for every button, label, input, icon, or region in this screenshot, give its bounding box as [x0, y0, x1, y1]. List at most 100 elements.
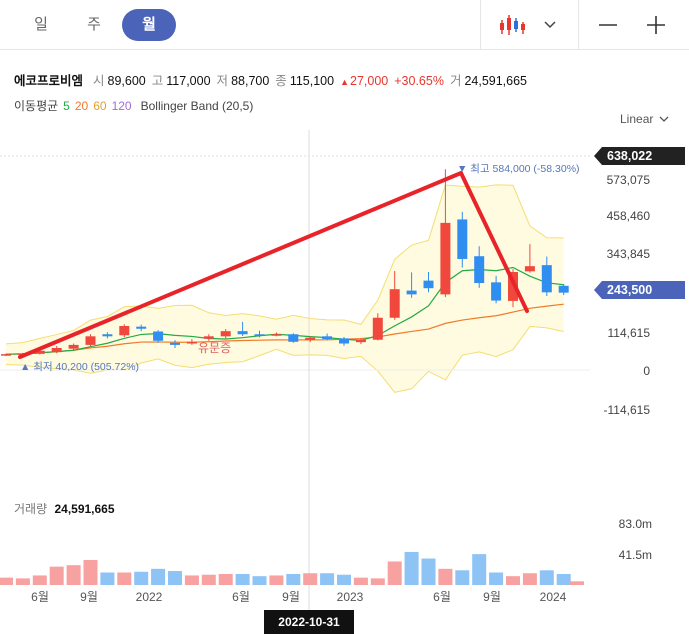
- change-value: 27,000: [350, 74, 389, 88]
- candle-body: [170, 342, 180, 345]
- volume-label: 거: [449, 74, 462, 88]
- candle-body: [406, 290, 417, 295]
- ma5-line: [5, 266, 564, 355]
- tab-week[interactable]: 주: [87, 16, 101, 33]
- ma120-label: 120: [111, 99, 132, 113]
- volume-bar: [100, 572, 115, 585]
- volume-bar: [151, 568, 166, 585]
- bollinger-lower-line: [5, 325, 564, 393]
- candle-body: [305, 337, 316, 340]
- x-axis-tick-label: 9월: [80, 590, 98, 604]
- volume-title: 거래량 24,591,665: [14, 500, 115, 517]
- volume-bar: [0, 577, 13, 585]
- ma20-label: 20: [74, 99, 89, 113]
- indicator-legend[interactable]: 이동평균 5 20 60 120 Bollinger Band (20,5): [14, 97, 258, 114]
- high-value: 117,000: [166, 74, 211, 88]
- candle-body: [68, 344, 79, 349]
- x-axis-tick-label: 2023: [337, 590, 364, 604]
- volume-bar: [353, 577, 368, 585]
- candle-body: [119, 325, 130, 336]
- current-price-badge: 243,500: [607, 283, 652, 297]
- candle-body: [1, 354, 11, 356]
- volume-bar: [15, 578, 30, 585]
- x-axis-tick-label: 9월: [282, 590, 300, 604]
- volume-bar: [32, 575, 47, 585]
- change-arrow: ▲: [340, 77, 349, 87]
- volume-bar: [66, 565, 81, 585]
- volume-bar: [455, 570, 470, 585]
- candle-body: [102, 334, 113, 337]
- change-percent: +30.65%: [394, 74, 444, 88]
- current-price-badge-bg: [594, 281, 685, 299]
- volume-bar: [117, 572, 132, 585]
- scale-label: Linear: [620, 112, 654, 126]
- minus-icon: [599, 24, 617, 26]
- x-axis-tick-label: 6월: [433, 590, 451, 604]
- plus-icon: [647, 16, 665, 34]
- volume-title-label: 거래량: [14, 502, 48, 516]
- candle-body: [186, 341, 197, 344]
- volume-bar: [539, 570, 554, 585]
- chart-type-button[interactable]: [492, 8, 532, 42]
- volume-bar: [303, 573, 318, 585]
- scale-selector[interactable]: Linear: [620, 112, 669, 126]
- candle-body: [136, 326, 147, 329]
- candle-body: [457, 219, 468, 259]
- x-axis-tick-label: 6월: [232, 590, 250, 604]
- top-toolbar: 일 주 월: [0, 0, 689, 50]
- volume-value: 24,591,665: [464, 74, 528, 88]
- volume-bar: [218, 573, 233, 585]
- high-price-badge-bg: [594, 147, 685, 165]
- volume-bar: [522, 573, 537, 585]
- bollinger-upper-line: [5, 184, 564, 345]
- candle-body: [220, 331, 231, 337]
- volume-bar: [337, 574, 351, 585]
- volume-bar: [83, 560, 98, 585]
- stock-info-bar: 에코프로비엠 시 89,600 고 117,000 저 88,700 종 115…: [14, 70, 527, 89]
- tab-day[interactable]: 일: [34, 16, 48, 33]
- toolbar-divider: [578, 0, 579, 50]
- stock-name: 에코프로비엠: [14, 74, 84, 88]
- volume-bar: [421, 558, 436, 585]
- x-axis-tick-label: 2022: [136, 590, 163, 604]
- candle-body: [322, 336, 333, 340]
- volume-bar: [269, 575, 284, 585]
- candle-body: [85, 336, 96, 345]
- x-axis-tick-label: 6월: [31, 590, 49, 604]
- candle-body: [254, 334, 265, 336]
- close-label: 종: [275, 74, 287, 88]
- candle-body: [440, 222, 451, 295]
- volume-bar: [201, 574, 216, 585]
- volume-bar: [489, 572, 504, 585]
- volume-bar: [556, 573, 571, 585]
- chevron-down-icon: [659, 116, 669, 122]
- volume-bar: [387, 561, 402, 585]
- volume-tick-label: 41.5m: [619, 548, 652, 562]
- y-axis-tick-label: 573,075: [607, 173, 651, 187]
- ma20-line: [5, 303, 564, 355]
- chevron-down-icon: [544, 21, 556, 29]
- volume-bar: [320, 573, 335, 585]
- candle-body: [203, 336, 214, 339]
- tab-month[interactable]: 월: [122, 9, 176, 41]
- low-value: 88,700: [231, 74, 270, 88]
- candle-body: [474, 256, 485, 284]
- ma60-label: 60: [93, 99, 107, 113]
- candle-body: [34, 350, 45, 354]
- zoom-out-button[interactable]: [592, 8, 624, 42]
- volume-bar: [168, 571, 182, 585]
- x-axis-tick-label: 9월: [483, 590, 501, 604]
- low-label: 저: [216, 74, 229, 88]
- close-value: 115,100: [289, 74, 335, 88]
- volume-bar: [252, 576, 267, 585]
- candle-body: [389, 289, 400, 318]
- candle-body: [558, 285, 569, 293]
- candle-body: [237, 331, 248, 335]
- volume-bar: [404, 551, 419, 585]
- candle-body: [524, 266, 535, 272]
- y-axis-tick-label: -114,615: [604, 403, 651, 417]
- chart-type-dropdown[interactable]: [540, 8, 560, 42]
- zoom-in-button[interactable]: [640, 8, 672, 42]
- volume-bar: [134, 571, 149, 585]
